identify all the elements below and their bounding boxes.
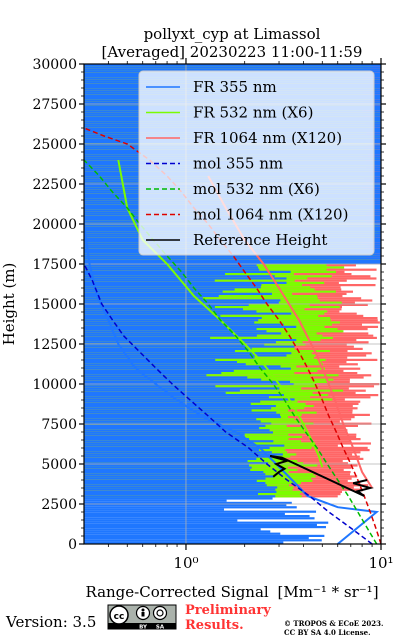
y-tick-label: 15000 bbox=[32, 297, 77, 313]
x-axis-label: Range-Corrected Signal [Mm⁻¹ * sr⁻¹] bbox=[85, 583, 378, 601]
preliminary-line2: Results. bbox=[185, 618, 244, 633]
y-tick-label: 20000 bbox=[32, 217, 77, 233]
x-tick-label: 10¹ bbox=[368, 554, 393, 572]
x-tick-label: 10⁰ bbox=[173, 554, 198, 572]
cc-icon bbox=[109, 605, 129, 625]
y-tick-label: 27500 bbox=[32, 97, 77, 113]
y-tick-label: 25000 bbox=[32, 137, 77, 153]
y-tick-label: 30000 bbox=[32, 57, 77, 73]
cc-badge-cc: cc bbox=[114, 612, 125, 622]
y-tick-label: 0 bbox=[68, 537, 77, 553]
legend-label-6: Reference Height bbox=[193, 231, 327, 249]
legend-label-0: FR 355 nm bbox=[193, 78, 277, 96]
legend-label-5: mol 1064 nm (X120) bbox=[193, 206, 348, 224]
series-line-6 bbox=[269, 455, 375, 497]
legend-label-2: FR 1064 nm (X120) bbox=[193, 129, 342, 147]
y-tick-label: 12500 bbox=[32, 337, 77, 353]
y-tick-label: 2500 bbox=[41, 497, 77, 513]
axis-ticks: 0 2500 5000 7500 10000 12500 15000 17500 20000 22… bbox=[32, 57, 393, 572]
copyright-line1: © TROPOS & ECoE 2023. bbox=[284, 619, 383, 628]
x-axis-label-text: Range-Corrected Signal bbox=[85, 583, 268, 601]
y-tick-label: 5000 bbox=[41, 457, 77, 473]
legend-box bbox=[138, 70, 375, 256]
legend-label-1: FR 532 nm (X6) bbox=[193, 104, 313, 122]
series-line-3 bbox=[84, 263, 373, 544]
y-tick-label: 10000 bbox=[32, 377, 77, 393]
chart-title: pollyxt_cyp at Limassol bbox=[144, 25, 321, 43]
cc-license-badge: cc BY SA bbox=[107, 604, 177, 631]
legend-label-3: mol 355 nm bbox=[193, 155, 283, 173]
y-axis-label: Height (m) bbox=[0, 263, 18, 346]
preliminary-line1: Preliminary bbox=[185, 603, 271, 618]
y-tick-label: 17500 bbox=[32, 257, 77, 273]
x-axis-label-unit: [Mm⁻¹ * sr⁻¹] bbox=[278, 583, 379, 601]
legend: FR 355 nm FR 532 nm (X6) FR 1064 nm (X120)… bbox=[138, 70, 375, 256]
cc-badge-by: BY bbox=[139, 625, 148, 631]
svg-text:Range-Corrected Signal [: Range-Corrected Signal [Mm⁻¹ * sr⁻¹] bbox=[85, 583, 378, 601]
cc-badge-sa: SA bbox=[156, 625, 165, 631]
chart-subtitle: [Averaged] 20230223 11:00-11:59 bbox=[102, 43, 363, 61]
legend-label-4: mol 532 nm (X6) bbox=[193, 180, 320, 198]
sa-icon bbox=[152, 605, 168, 621]
series-line-4 bbox=[84, 159, 378, 544]
copyright-line2: CC BY SA 4.0 License. bbox=[284, 628, 371, 637]
y-tick-label: 7500 bbox=[41, 417, 77, 433]
y-tick-label: 22500 bbox=[32, 177, 77, 193]
version-label: Version: 3.5 bbox=[5, 613, 96, 631]
